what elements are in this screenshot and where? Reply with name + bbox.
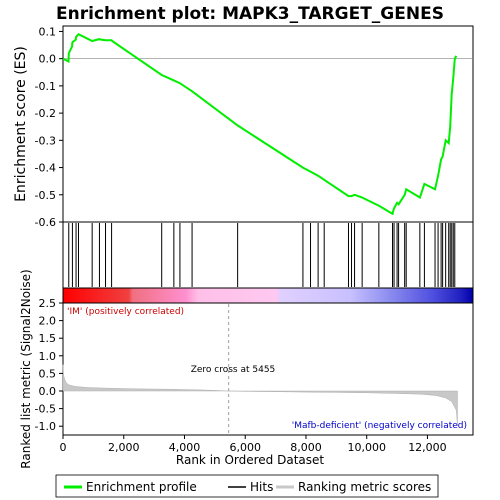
metric-area <box>62 364 458 427</box>
hit-lines <box>68 223 456 287</box>
metric-panel: 2.5 2.0 1.5 1.0 0.5 0.0 -0.5 -1.0 0 2,000 4,000 6,… <box>19 269 474 469</box>
es-y-tick-label: -0.3 <box>35 134 56 147</box>
metric-x-tick-label: 0 <box>60 441 67 454</box>
negative-class-label: 'Mafb-deficient' (negatively correlated) <box>292 421 467 431</box>
chart-title: Enrichment plot: MAPK3_TARGET_GENES <box>56 4 444 24</box>
es-curve <box>62 32 458 216</box>
es-panel: 0.1 0.0 -0.1 -0.2 -0.3 -0.4 -0.5 -0.6 Enrichmen… <box>13 25 474 229</box>
metric-y-tick-label: 2.0 <box>39 315 57 328</box>
metric-y-tick-label: 0.5 <box>39 367 57 380</box>
es-y-ticks: 0.1 0.0 -0.1 -0.2 -0.3 -0.4 -0.5 -0.6 <box>35 25 63 229</box>
legend-es-label: Enrichment profile <box>86 480 197 494</box>
metric-y-tick-label: 1.0 <box>39 350 57 363</box>
metric-x-tick-label: 12,000 <box>408 441 447 454</box>
es-y-tick-label: 0.0 <box>39 53 57 66</box>
zero-cross-annotation: Zero cross at 5455 <box>191 365 276 375</box>
rank-color-bar <box>62 287 474 304</box>
hits-panel <box>62 221 474 289</box>
positive-class-label: 'IM' (positively correlated) <box>67 307 184 317</box>
metric-y-tick-label: 2.5 <box>39 297 57 310</box>
metric-y-axis-label: Ranked list metric (Signal2Noise) <box>19 269 33 468</box>
metric-x-tick-label: 2,000 <box>108 441 140 454</box>
metric-y-tick-label: 1.5 <box>39 332 57 345</box>
es-y-tick-label: -0.5 <box>35 189 56 202</box>
legend-frame <box>55 474 439 498</box>
es-y-tick-label: -0.2 <box>35 107 56 120</box>
metric-x-tick-label: 4,000 <box>169 441 201 454</box>
metric-x-tick-label: 10,000 <box>347 441 386 454</box>
es-y-tick-label: -0.4 <box>35 162 56 175</box>
legend-hits-label: Hits <box>250 480 273 494</box>
es-y-tick-label: 0.1 <box>39 25 57 38</box>
metric-x-axis-label: Rank in Ordered Dataset <box>176 453 324 467</box>
es-y-axis-label: Enrichment score (ES) <box>13 46 29 202</box>
metric-y-tick-label: 0.0 <box>39 385 57 398</box>
legend-metric-label: Ranking metric scores <box>298 480 431 494</box>
metric-y-ticks: 2.5 2.0 1.5 1.0 0.5 0.0 -0.5 -1.0 <box>35 297 63 433</box>
metric-x-tick-label: 6,000 <box>229 441 261 454</box>
metric-x-ticks: 0 2,000 4,000 6,000 8,000 10,000 12,000 <box>60 435 447 454</box>
legend: Enrichment profile Hits Ranking metric s… <box>55 474 439 498</box>
hits-frame <box>62 221 474 289</box>
metric-y-tick-label: -0.5 <box>35 403 56 416</box>
es-y-tick-label: -0.6 <box>35 216 56 229</box>
metric-x-tick-label: 8,000 <box>290 441 322 454</box>
metric-y-tick-label: -1.0 <box>35 420 56 433</box>
es-y-tick-label: -0.1 <box>35 80 56 93</box>
